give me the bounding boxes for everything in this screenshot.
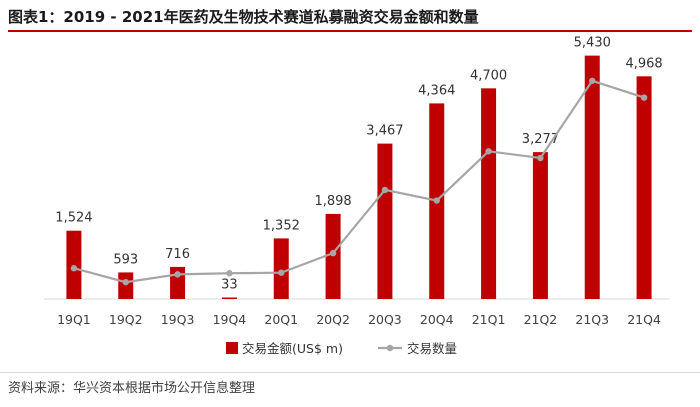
count-point-20Q3 [381, 186, 389, 194]
x-tick-19Q1: 19Q1 [57, 312, 91, 327]
bar-value-label-21Q4: 4,968 [625, 56, 662, 71]
bar-value-label-19Q3: 716 [165, 247, 190, 262]
count-point-21Q2 [537, 154, 544, 162]
count-point-21Q1 [485, 148, 492, 155]
legend-bar-label: 交易金额(US$ m) [242, 341, 343, 356]
bar-21Q4 [636, 76, 652, 299]
bar-19Q4 [221, 297, 237, 299]
bar-19Q2 [118, 272, 134, 299]
x-tick-21Q4: 21Q4 [627, 312, 661, 327]
title-divider [8, 30, 692, 32]
x-tick-20Q4: 20Q4 [420, 312, 454, 327]
source-divider [0, 372, 700, 373]
count-point-20Q1 [278, 269, 285, 276]
count-point-21Q3 [589, 77, 596, 84]
x-tick-19Q2: 19Q2 [109, 312, 143, 327]
bar-value-label-20Q2: 1,898 [314, 194, 351, 209]
bar-value-label-21Q1: 4,700 [470, 68, 507, 83]
bar-value-label-19Q4: 33 [221, 278, 238, 293]
bar-21Q2 [532, 152, 548, 299]
source-note: 资料来源：华兴资本根据市场公开信息整理 [8, 381, 256, 396]
bar-20Q3 [377, 143, 393, 299]
chart-title: 图表1：2019 - 2021年医药及生物技术赛道私募融资交易金额和数量 [8, 8, 479, 26]
bar-19Q1 [66, 230, 82, 299]
x-tick-21Q2: 21Q2 [524, 312, 558, 327]
legend-line-marker [386, 344, 394, 352]
legend-line-label: 交易数量 [407, 341, 457, 356]
x-tick-21Q3: 21Q3 [575, 312, 609, 327]
bar-value-label-19Q1: 1,524 [55, 211, 92, 226]
x-tick-20Q1: 20Q1 [264, 312, 298, 327]
x-tick-21Q1: 21Q1 [472, 312, 506, 327]
bar-value-label-19Q2: 593 [113, 252, 138, 267]
legend-bar-swatch [226, 342, 238, 354]
count-point-19Q4 [226, 270, 233, 277]
count-point-20Q4 [433, 197, 440, 204]
bar-21Q3 [584, 55, 600, 299]
count-line [73, 79, 645, 284]
bar-value-label-21Q3: 5,430 [574, 36, 611, 51]
count-point-19Q2 [122, 279, 129, 286]
x-tick-20Q2: 20Q2 [316, 312, 350, 327]
bar-value-label-20Q3: 3,467 [366, 124, 403, 139]
count-point-20Q2 [329, 249, 337, 257]
x-tick-20Q3: 20Q3 [368, 312, 402, 327]
bar-20Q2 [325, 213, 341, 299]
bar-value-label-20Q1: 1,352 [263, 218, 300, 233]
x-tick-19Q4: 19Q4 [213, 312, 247, 327]
count-point-19Q1 [70, 265, 78, 272]
bar-20Q1 [273, 238, 289, 299]
x-tick-19Q3: 19Q3 [161, 312, 195, 327]
chart-canvas: 1,524 19Q1 593 19Q2 716 19Q3 33 19Q4 1,352 20Q1 1,… [44, 36, 670, 356]
count-point-21Q4 [640, 94, 648, 101]
bar-21Q1 [481, 88, 497, 299]
count-point-19Q3 [174, 271, 181, 278]
bar-value-label-20Q4: 4,364 [418, 83, 455, 98]
